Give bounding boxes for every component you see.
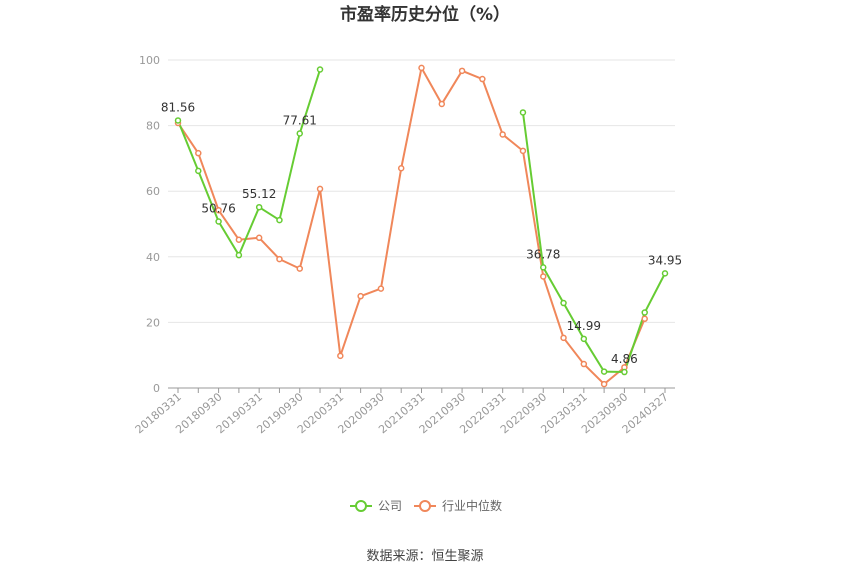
y-tick-label: 0 [153,382,160,395]
data-label: 36.78 [526,247,560,261]
data-point[interactable] [458,67,466,75]
data-point[interactable] [580,335,588,343]
data-label: 50.76 [201,202,235,216]
x-axis: 2018033120180930201903312019093020200331… [133,387,675,436]
data-point[interactable] [337,352,344,360]
series-lines [177,66,666,386]
data-point[interactable] [519,147,527,155]
legend-label: 行业中位数 [442,498,502,513]
data-point[interactable] [235,251,243,259]
source-text: 数据来源：恒生聚源 [366,549,483,564]
data-point[interactable] [418,64,425,72]
data-point[interactable] [316,185,324,193]
data-point[interactable] [357,292,364,300]
data-label: 55.12 [242,187,276,201]
data-point[interactable] [560,299,567,307]
series-line-0 [521,112,666,374]
data-point[interactable] [215,206,222,214]
data-point[interactable] [519,109,527,116]
y-tick-label: 80 [146,120,160,133]
data-point[interactable] [174,117,182,124]
chart-title: 市盈率历史分位（%） [340,4,510,25]
data-labels: 81.56 50.76 55.12 77.61 36.78 14.99 4.86 34.95 [161,100,682,366]
legend-item-0[interactable]: 公司 [350,499,402,513]
data-label: 34.95 [648,253,682,267]
data-point[interactable] [641,309,648,316]
data-label: 81.56 [161,100,195,114]
grid-lines [168,59,675,323]
data-label: 77.61 [283,113,317,127]
data-point[interactable] [499,131,506,138]
data-point[interactable] [255,234,263,242]
y-axis: 0 20 40 60 80 100 [139,54,160,395]
legend-label: 公司 [378,499,402,513]
series-line-1 [177,66,646,386]
data-point[interactable] [276,255,283,263]
y-tick-label: 40 [146,251,160,264]
legend[interactable]: 公司 行业中位数 [350,498,502,513]
data-point[interactable] [195,167,202,175]
data-point[interactable] [661,270,669,277]
data-point[interactable] [438,100,446,108]
data-point[interactable] [235,236,243,243]
data-point[interactable] [215,218,222,225]
data-point[interactable] [397,164,405,172]
series-points [174,64,669,388]
series-line-0 [177,69,321,257]
data-point[interactable] [195,149,202,157]
data-point[interactable] [540,273,547,280]
data-point[interactable] [600,380,608,388]
y-tick-label: 60 [146,185,160,198]
legend-item-1[interactable]: 行业中位数 [414,498,502,513]
y-tick-label: 100 [139,54,160,67]
legend-circle-icon [419,500,431,512]
data-point[interactable] [377,285,385,292]
data-point[interactable] [479,75,486,83]
y-tick-label: 20 [146,316,160,329]
data-point[interactable] [641,315,648,323]
data-label: 4.86 [611,352,638,366]
data-point[interactable] [296,265,303,272]
data-point[interactable] [540,264,547,271]
data-point[interactable] [560,334,567,342]
data-label: 14.99 [567,319,601,333]
data-point[interactable] [621,368,628,376]
data-point[interactable] [580,360,588,368]
data-point[interactable] [296,130,303,137]
legend-circle-icon [355,500,367,512]
data-point[interactable] [276,216,283,224]
data-point[interactable] [255,203,263,211]
data-point[interactable] [316,66,324,73]
data-point[interactable] [600,368,608,375]
